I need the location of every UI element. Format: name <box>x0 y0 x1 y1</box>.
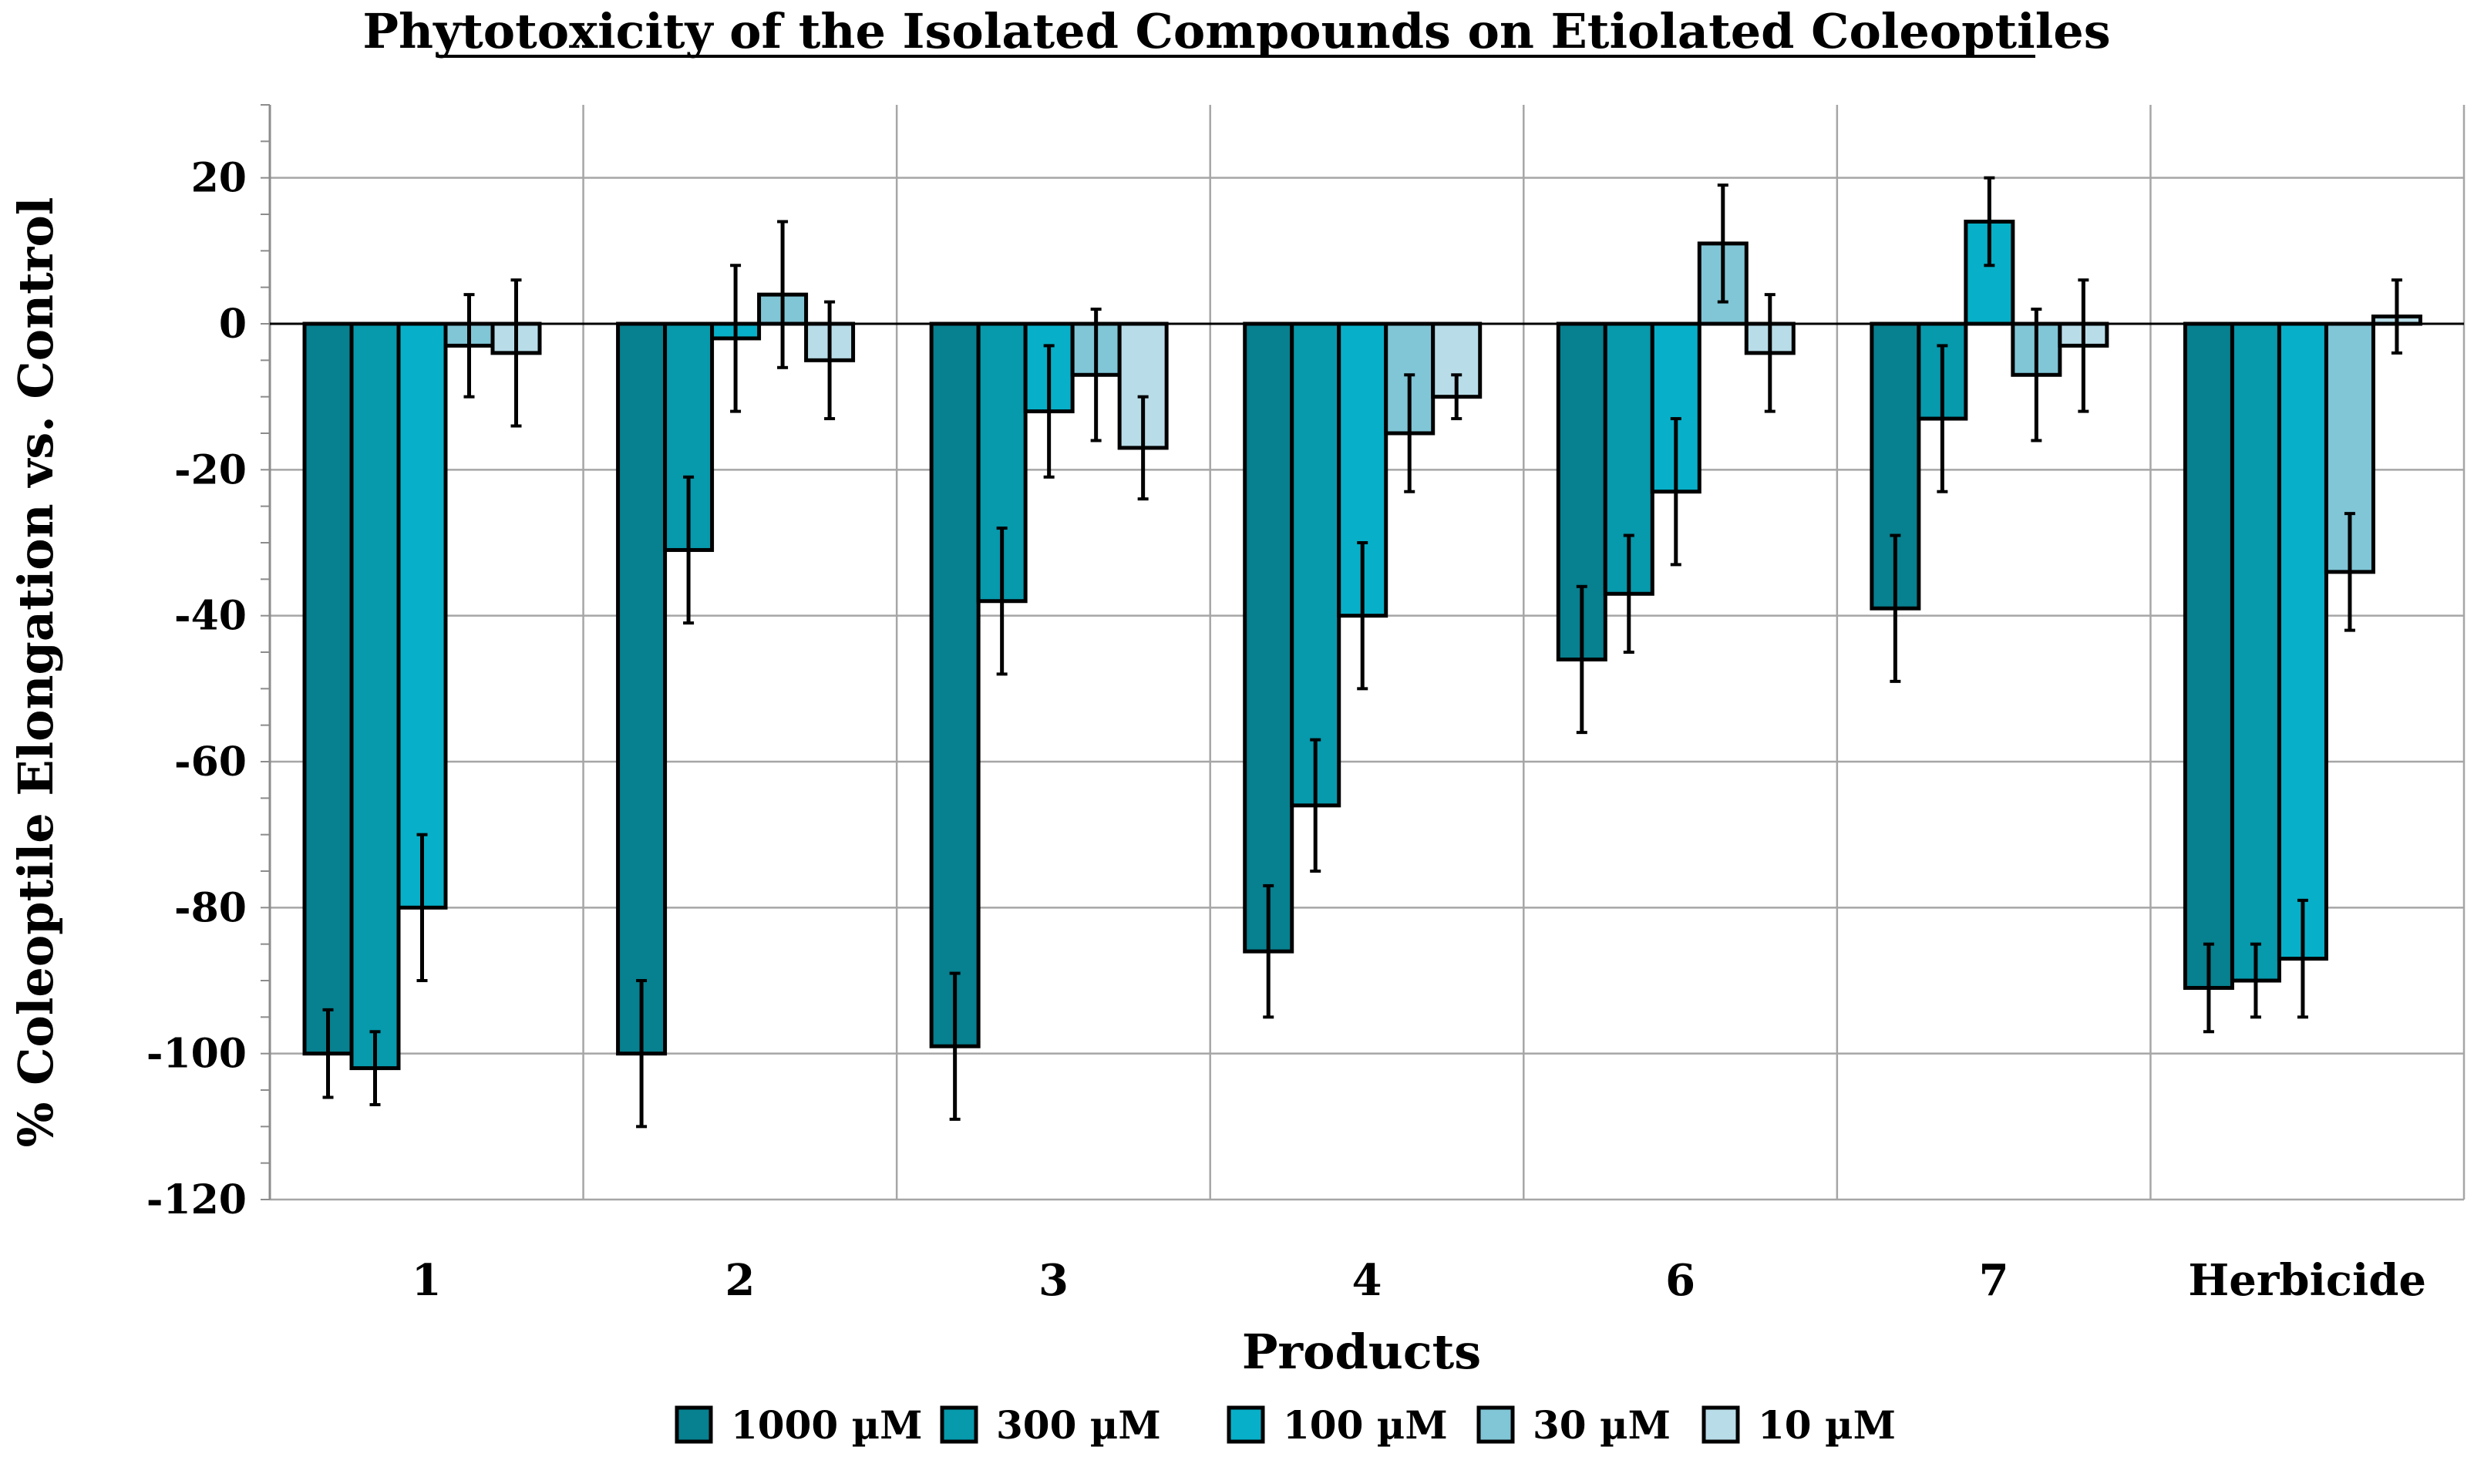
y-tick-label: -20 <box>174 446 247 493</box>
bar <box>302 321 354 1056</box>
legend-label: 10 µM <box>1758 1402 1896 1448</box>
bar <box>2183 321 2234 990</box>
legend-label: 100 µM <box>1283 1402 1448 1448</box>
axes: 20 0 -20 -40 -60 -80 -100 -120 1 2 3 4 6 7 Herbicide <box>146 104 2464 1306</box>
bar <box>2277 321 2328 961</box>
legend-label: 300 µM <box>996 1402 1161 1448</box>
y-tick-label: -120 <box>146 1176 247 1223</box>
category-label: Herbicide <box>2188 1255 2426 1306</box>
bar <box>2230 321 2281 983</box>
bar <box>396 321 448 910</box>
legend-label: 30 µM <box>1533 1402 1671 1448</box>
category-label: 7 <box>1979 1255 2009 1306</box>
legend-swatch <box>675 1405 713 1444</box>
y-tick-label: 20 <box>191 155 247 202</box>
y-tick-label: -40 <box>174 593 247 640</box>
legend-swatch <box>940 1405 978 1444</box>
bar <box>1870 321 1921 611</box>
legend-swatch <box>1476 1405 1515 1444</box>
bars <box>302 176 2422 1129</box>
y-tick-label: -80 <box>174 884 247 931</box>
bar <box>929 321 981 1048</box>
x-axis-label: Products <box>1242 1324 1481 1380</box>
category-label: 4 <box>1352 1255 1382 1306</box>
legend-label: 1000 µM <box>731 1402 923 1448</box>
category-label: 6 <box>1665 1255 1695 1306</box>
bar <box>1290 321 1341 808</box>
category-label: 2 <box>725 1255 755 1306</box>
legend: 1000 µM 300 µM 100 µM 30 µM 10 µM <box>675 1402 1896 1448</box>
legend-swatch <box>1227 1405 1265 1444</box>
y-tick-label: -100 <box>146 1031 247 1078</box>
y-tick-label: -60 <box>174 739 247 786</box>
y-axis-label: % Coleoptile Elongation vs. Control <box>8 197 64 1148</box>
category-label: 1 <box>412 1255 442 1306</box>
legend-swatch <box>1702 1405 1740 1444</box>
chart-title: Phytotoxicity of the Isolated Compounds … <box>362 3 2110 59</box>
y-tick-label: 0 <box>219 301 247 348</box>
category-label: 3 <box>1038 1255 1069 1306</box>
gridlines <box>270 105 2466 1201</box>
bar <box>616 321 668 1056</box>
bar <box>349 321 401 1071</box>
bar <box>1243 321 1294 954</box>
